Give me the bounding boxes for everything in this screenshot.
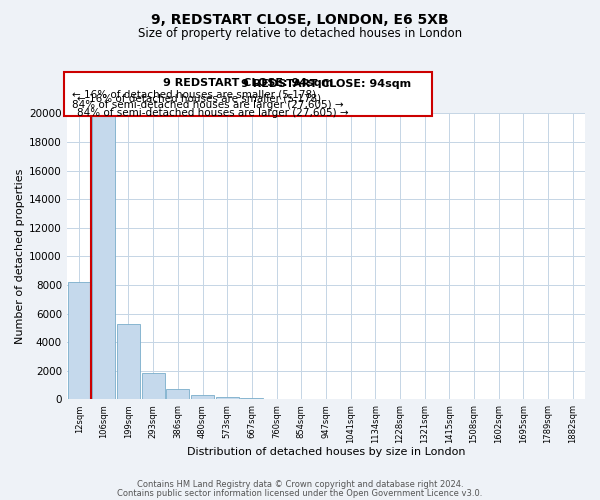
Text: Contains public sector information licensed under the Open Government Licence v3: Contains public sector information licen… — [118, 489, 482, 498]
Bar — [117, 324, 140, 400]
Text: 9 REDSTART CLOSE: 94sqm: 9 REDSTART CLOSE: 94sqm — [241, 79, 411, 89]
FancyBboxPatch shape — [64, 72, 432, 116]
Bar — [92, 106, 115, 400]
Text: 9 REDSTART CLOSE: 94sqm: 9 REDSTART CLOSE: 94sqm — [163, 78, 333, 88]
Bar — [191, 395, 214, 400]
Text: Contains HM Land Registry data © Crown copyright and database right 2024.: Contains HM Land Registry data © Crown c… — [137, 480, 463, 489]
Text: 84% of semi-detached houses are larger (27,605) →: 84% of semi-detached houses are larger (… — [72, 100, 344, 110]
Y-axis label: Number of detached properties: Number of detached properties — [15, 168, 25, 344]
Text: 84% of semi-detached houses are larger (27,605) →: 84% of semi-detached houses are larger (… — [77, 108, 349, 118]
Bar — [241, 398, 263, 400]
Bar — [216, 397, 239, 400]
Bar — [265, 398, 288, 400]
Text: 9, REDSTART CLOSE, LONDON, E6 5XB: 9, REDSTART CLOSE, LONDON, E6 5XB — [151, 12, 449, 26]
Bar — [142, 373, 164, 400]
Text: ← 16% of detached houses are smaller (5,178): ← 16% of detached houses are smaller (5,… — [77, 94, 321, 104]
Bar — [68, 282, 91, 400]
Bar — [166, 388, 190, 400]
X-axis label: Distribution of detached houses by size in London: Distribution of detached houses by size … — [187, 448, 465, 458]
Text: ← 16% of detached houses are smaller (5,178): ← 16% of detached houses are smaller (5,… — [72, 89, 316, 99]
Text: Size of property relative to detached houses in London: Size of property relative to detached ho… — [138, 28, 462, 40]
